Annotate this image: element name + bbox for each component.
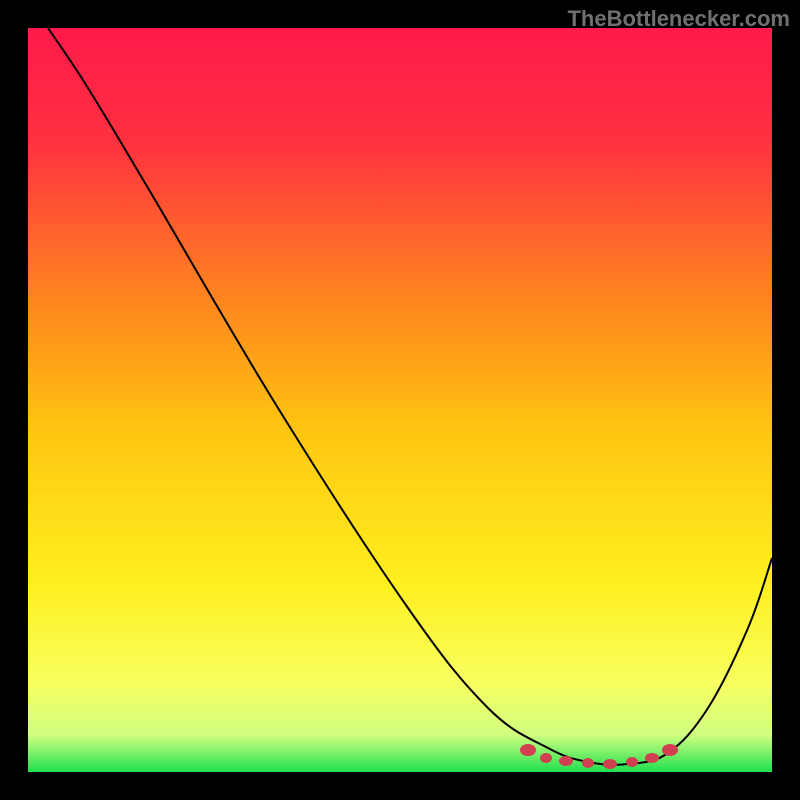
plot-area: [28, 28, 772, 772]
marker-point: [603, 759, 617, 769]
marker-point: [645, 753, 659, 763]
marker-point: [582, 758, 594, 768]
marker-point: [520, 744, 536, 756]
marker-point: [540, 753, 552, 763]
marker-point: [626, 757, 638, 767]
chart-curve: [28, 28, 772, 772]
marker-point: [559, 756, 573, 766]
watermark-text: TheBottlenecker.com: [567, 6, 790, 32]
marker-point: [662, 744, 678, 756]
